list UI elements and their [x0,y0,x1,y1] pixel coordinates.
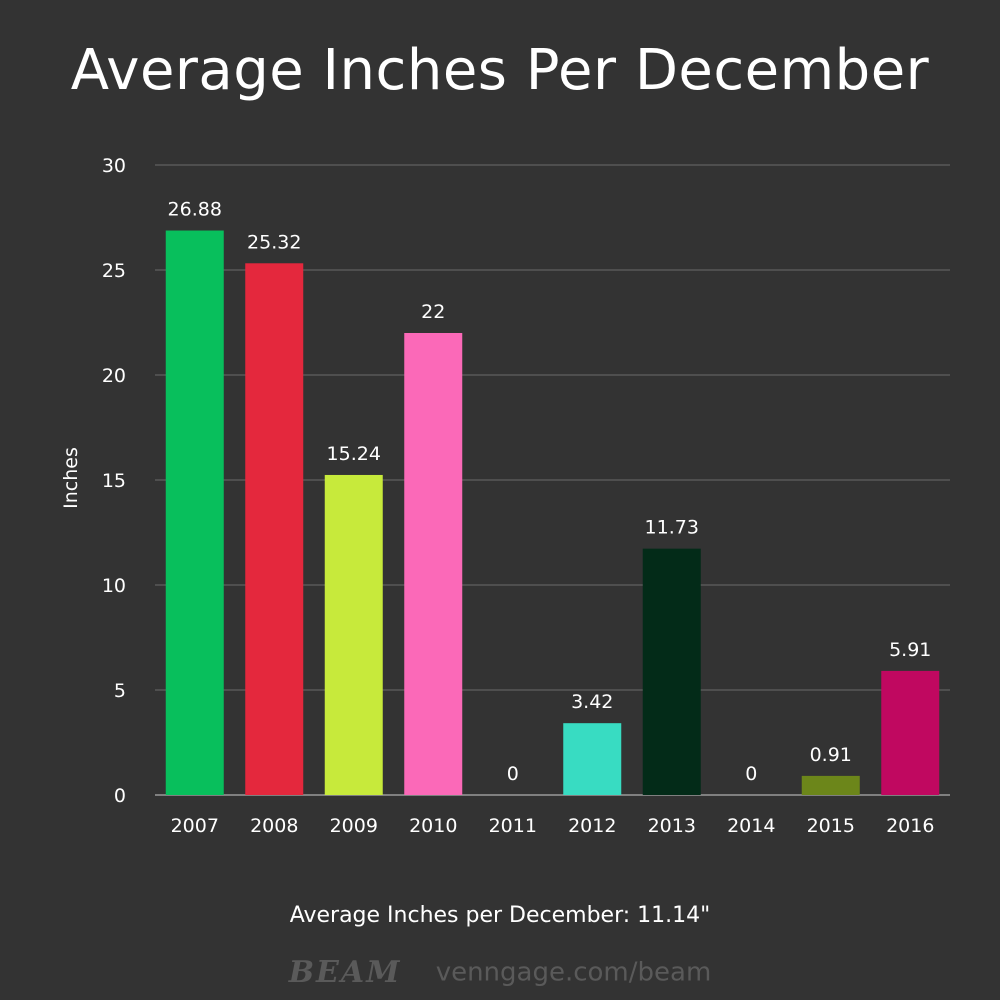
bar-2016[interactable] [881,670,940,795]
brand-logo: BEAM [288,955,402,990]
y-tick-label: 20 [102,365,126,387]
y-tick-label: 10 [102,575,126,597]
bar-2015[interactable] [801,775,860,795]
y-axis-title: Inches [60,447,82,509]
y-tick-label: 0 [114,785,126,807]
x-tick-label: 2013 [648,815,696,837]
data-label: 26.88 [168,199,222,221]
chart-title: Average Inches Per December [70,38,930,103]
bar-2007[interactable] [165,230,224,795]
x-tick-label: 2009 [330,815,378,837]
bar-2013[interactable] [642,548,701,795]
data-label: 0 [507,763,519,785]
x-tick-label: 2014 [727,815,775,837]
y-tick-label: 30 [102,155,126,177]
data-label: 5.91 [889,639,931,661]
x-tick-label: 2008 [250,815,298,837]
data-label: 0 [745,763,757,785]
x-tick-label: 2010 [409,815,457,837]
brand-url[interactable]: venngage.com/beam [435,957,712,988]
x-tick-label: 2012 [568,815,616,837]
y-tick-label: 5 [114,680,126,702]
x-tick-label: 2011 [489,815,537,837]
x-tick-label: 2016 [886,815,934,837]
x-tick-label: 2007 [171,815,219,837]
bar-2012[interactable] [563,723,622,795]
bars [165,230,940,795]
x-tick-label: 2015 [807,815,855,837]
data-label: 11.73 [645,517,699,539]
data-label: 22 [421,301,445,323]
bar-2008[interactable] [245,263,304,795]
chart-subtitle: Average Inches per December: 11.14" [289,903,711,928]
y-tick-label: 15 [102,470,126,492]
data-label: 15.24 [327,443,381,465]
bar-2009[interactable] [324,474,383,795]
footer: BEAM venngage.com/beam [0,955,1000,990]
data-label: 0.91 [810,744,852,766]
y-tick-label: 25 [102,260,126,282]
data-label: 25.32 [247,231,301,253]
data-label: 3.42 [571,691,613,713]
labels: 0 5 10 15 20 25 30 26.88 2007 25.32 2008 15.24 2009 2… [102,155,935,837]
bar-2010[interactable] [404,333,463,795]
